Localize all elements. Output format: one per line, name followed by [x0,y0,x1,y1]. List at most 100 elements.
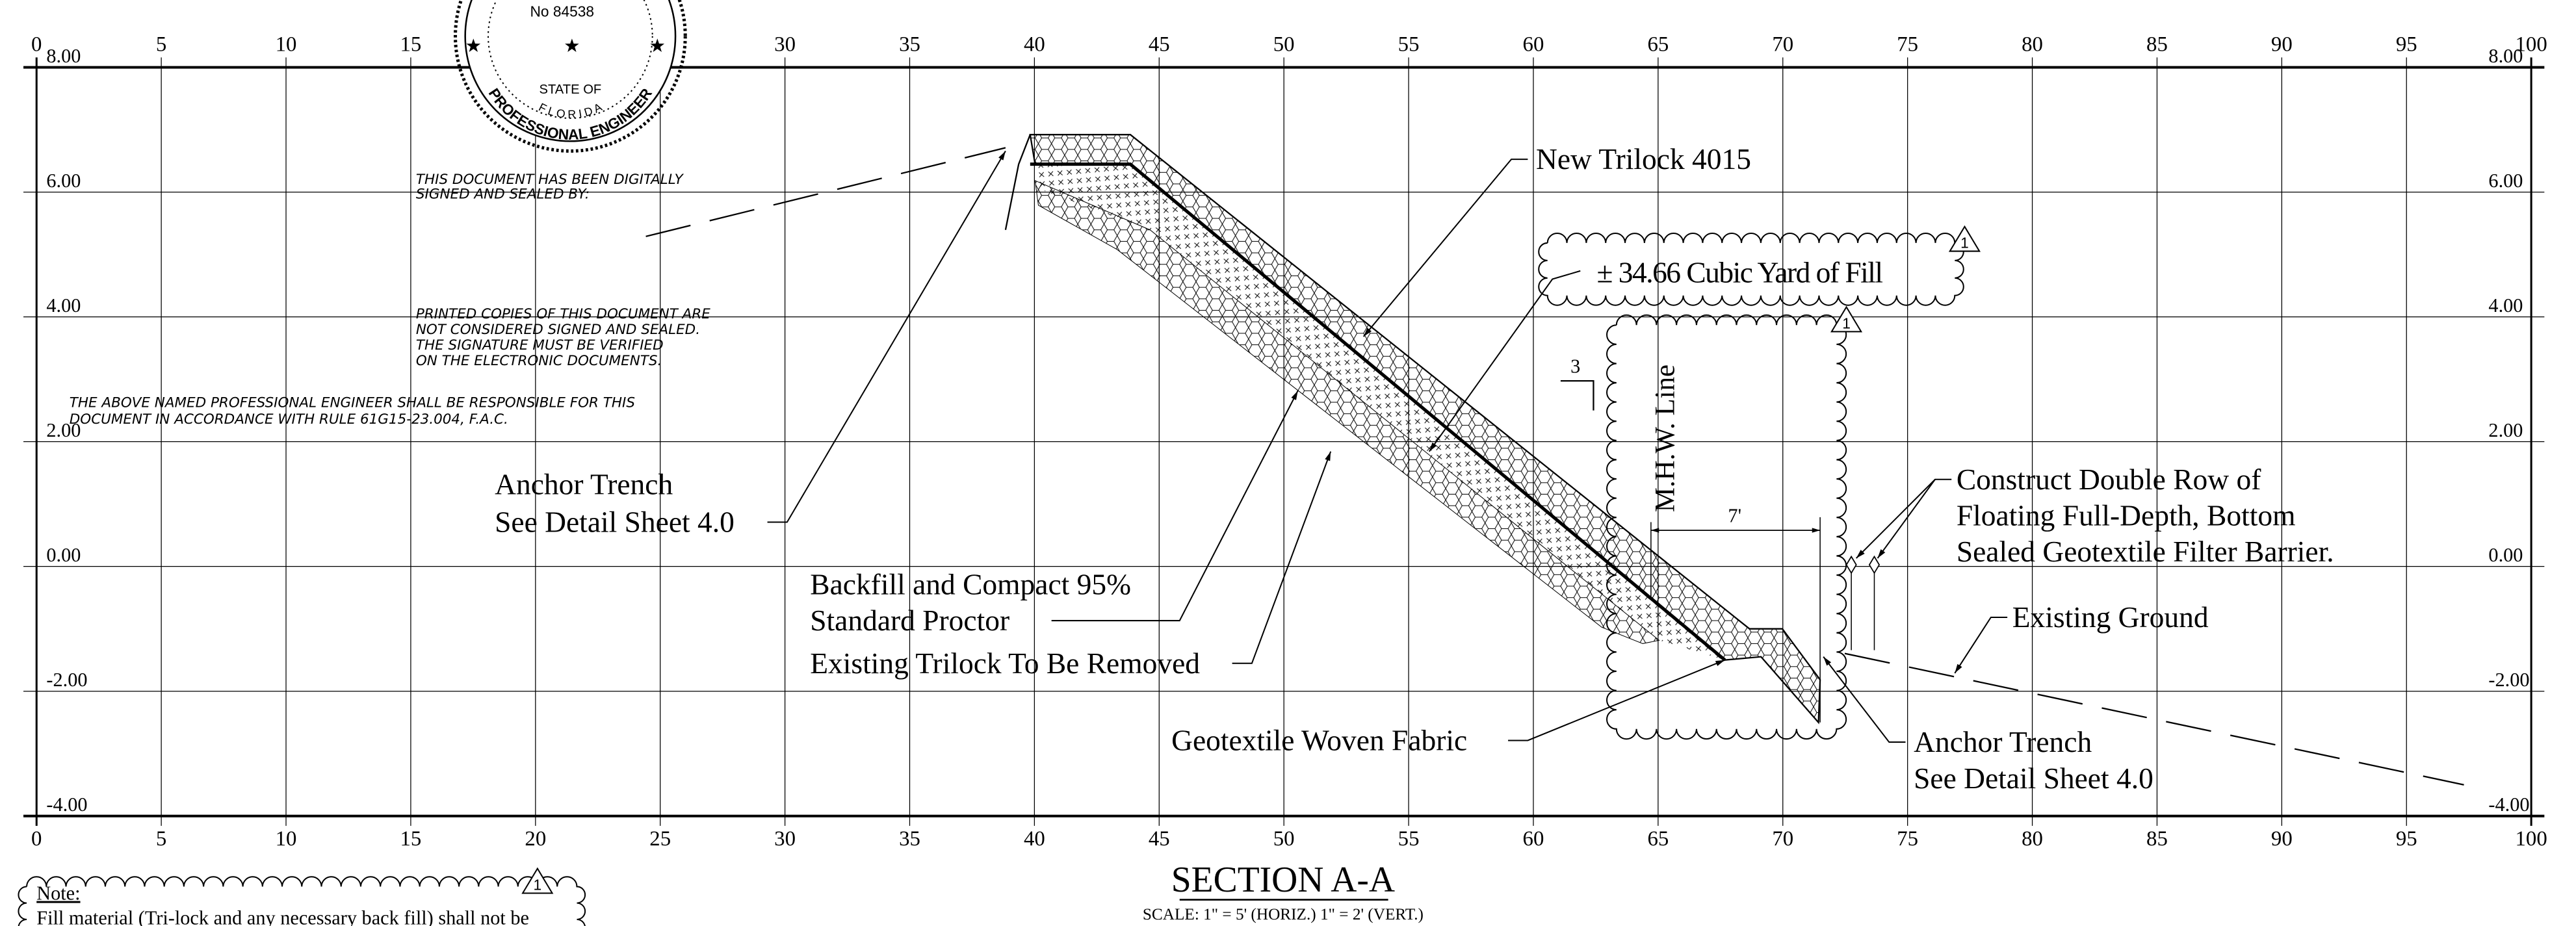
existing-trilock [1034,180,1660,644]
seal-ring [488,0,653,119]
callout: Existing Trilock To Be Removed [810,647,1200,680]
elevation-label: -2.00 [2488,669,2529,691]
station-label: 70 [1772,827,1793,851]
station-label: 45 [1149,32,1170,56]
station-label: 30 [774,32,796,56]
elevation-label: 4.00 [2488,294,2523,316]
station-label: 80 [2022,827,2043,851]
mhw-label: M.H.W. Line [1650,365,1680,512]
station-label: 10 [276,32,297,56]
elevation-label: 6.00 [46,170,81,192]
section-scale: SCALE: 1" = 5' (HORIZ.) 1" = 2' (VERT.) [1143,905,1424,923]
seal-state-of: STATE OF [539,83,601,97]
slope-symbol [1560,380,1594,411]
printed-notice: THE SIGNATURE MUST BE VERIFIED [416,337,664,354]
station-label: 15 [400,827,422,851]
leader [1877,479,1936,559]
barrier-float [1868,555,1880,574]
elevation-label: 2.00 [2488,419,2523,441]
station-label: 65 [1647,827,1669,851]
station-label: 35 [899,827,920,851]
callout: Floating Full-Depth, Bottom [1957,499,2296,532]
compacted-fill [1038,164,1725,660]
elevation-label: 0.00 [46,544,81,566]
geotextile-line [1030,162,1726,662]
revision-cloud [1606,314,1847,740]
leader [1232,451,1332,664]
revision-cloud [18,876,586,926]
elevation-label: 2.00 [46,419,81,441]
callout: Geotextile Woven Fabric [1171,724,1467,757]
station-label: 100 [2516,827,2547,851]
seal-star [650,38,665,52]
station-label: 35 [899,32,920,56]
callout: Anchor Trench [495,468,673,501]
revision-number: 1 [534,876,542,893]
leader [1954,616,2008,674]
station-label: 55 [1398,32,1420,56]
station-label: 85 [2146,827,2168,851]
callout: Construct Double Row of [1957,463,2261,496]
station-label: 50 [1273,32,1295,56]
station-label: 70 [1772,32,1793,56]
callout: See Detail Sheet 4.0 [495,506,735,539]
leader [1362,159,1528,337]
elevation-label: -2.00 [46,669,87,691]
printed-notice: ON THE ELECTRONIC DOCUMENTS. [416,353,662,369]
station-label: 100 [2516,32,2547,56]
leader [1428,270,1581,452]
note-text: Fill material (Tri-lock and any necessar… [36,907,529,926]
leader [1855,478,1952,559]
callout: ± 34.66 Cubic Yard of Fill [1597,256,1883,289]
station-label: 75 [1897,827,1918,851]
existing-ground-line [645,147,1006,237]
station-label: 95 [2396,32,2417,56]
station-label: 10 [276,827,297,851]
elevation-label: -4.00 [46,793,87,816]
seal-ring [454,0,687,153]
station-label: 85 [2146,32,2168,56]
revision-number: 1 [1960,235,1969,251]
callout: See Detail Sheet 4.0 [1914,762,2153,795]
callout: Existing Ground [2012,600,2209,634]
callout: Sealed Geotextile Filter Barrier. [1957,535,2334,568]
station-label: 5 [156,827,166,851]
seal-star [466,38,481,52]
revision-number: 1 [1842,315,1851,331]
station-label: 25 [649,827,671,851]
elevation-label: 8.00 [46,45,81,67]
responsibility-notice: THE ABOVE NAMED PROFESSIONAL ENGINEER SH… [70,395,635,411]
station-label: 50 [1273,827,1295,851]
anchor-spike [1004,134,1031,230]
station-label: 90 [2271,32,2293,56]
seal-license: No 84538 [530,3,594,19]
callout: Anchor Trench [1914,725,2092,758]
station-label: 80 [2022,32,2043,56]
leader [767,150,1006,523]
elevation-label: 4.00 [46,294,81,316]
elevation-label: -4.00 [2488,793,2529,816]
station-label: 30 [774,827,796,851]
station-label: 0 [31,827,42,851]
leader [1051,390,1299,622]
station-label: 0 [31,32,42,56]
station-label: 40 [1024,827,1045,851]
station-label: 60 [1523,32,1544,56]
revision-cloud [1538,233,1964,306]
signature-notice: THIS DOCUMENT HAS BEEN DIGITALLY [416,172,684,188]
leader [1508,659,1725,741]
seal-star [565,38,579,52]
revision-triangle [1830,305,1863,333]
existing-ground-line [1844,652,2464,786]
station-label: 65 [1647,32,1669,56]
barrier-float [1845,555,1857,574]
station-label: 15 [400,32,422,56]
note-heading: Note: [36,882,80,905]
station-label: 45 [1149,827,1170,851]
revision-triangle [521,867,554,894]
station-label: 95 [2396,827,2417,851]
section-title: SECTION A-A [1171,860,1395,900]
station-label: 60 [1523,827,1544,851]
revision-triangle [1948,225,1981,252]
